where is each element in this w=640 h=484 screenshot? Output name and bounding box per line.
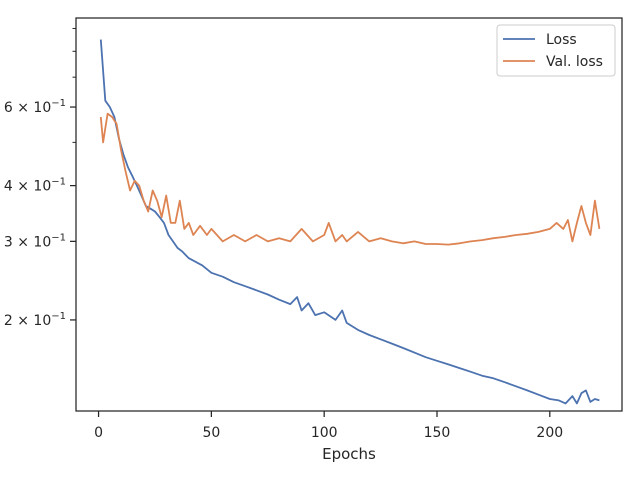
x-tick-label: 0: [94, 425, 103, 441]
y-tick-label: 4 × 10−1: [4, 177, 66, 195]
plot-frame: [75, 17, 623, 412]
y-tick-label: 3 × 10−1: [4, 232, 66, 250]
x-axis: 0 50 100 150 200: [94, 411, 563, 441]
y-tick-label: 6 × 10−1: [4, 98, 66, 116]
y-axis: 6 × 10−1 4 × 10−1 3 × 10−1 2 × 10−1: [4, 27, 76, 329]
legend-frame: [496, 24, 616, 77]
x-tick-label: 150: [424, 425, 451, 441]
legend-label-loss: Loss: [546, 32, 577, 48]
legend-label-val-loss: Val. loss: [546, 54, 603, 70]
series-line-val-loss: [99, 112, 601, 246]
x-axis-label: Epochs: [322, 445, 376, 463]
x-tick-label: 100: [311, 425, 338, 441]
plot-background: [76, 18, 622, 411]
x-tick-label: 200: [536, 425, 563, 441]
series-layer: [99, 39, 601, 405]
y-tick-label: 2 × 10−1: [4, 311, 66, 329]
legend: Loss Val. loss: [496, 24, 616, 77]
x-tick-label: 50: [202, 425, 220, 441]
